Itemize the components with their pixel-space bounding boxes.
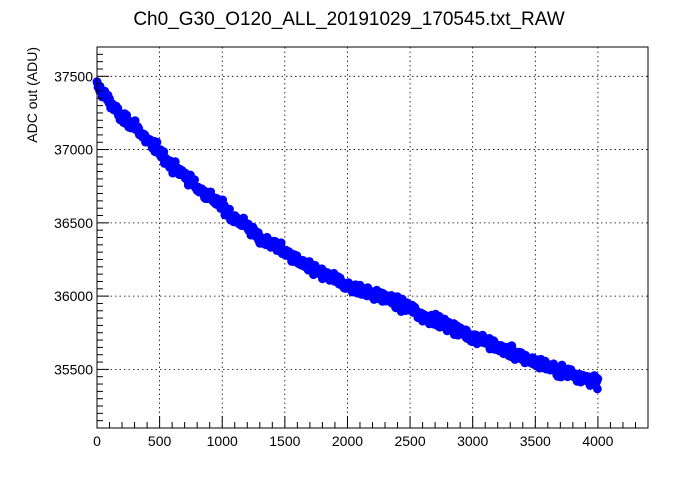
scatter-point [190,175,200,185]
x-tick-label: 0 [93,433,101,449]
y-tick-label: 37500 [54,68,93,84]
axis-ticks [96,46,649,428]
scatter-point [152,137,162,147]
y-tick-label: 35500 [54,361,93,377]
y-axis-label: ADC out (ADU) [24,47,40,143]
y-tick-label: 36500 [54,215,93,231]
x-tick-label: 2500 [394,433,425,449]
scatter-point [206,187,216,197]
x-tick-label: 1500 [269,433,300,449]
data-points [92,77,603,394]
x-tick-label: 3000 [457,433,488,449]
y-tick-label: 36000 [54,288,93,304]
x-tick-label: 3500 [520,433,551,449]
y-tick-label: 37000 [54,142,93,158]
scatter-point [276,238,286,248]
scatter-point [588,376,598,386]
x-tick-label: 500 [148,433,172,449]
x-tick-label: 1000 [207,433,238,449]
x-tick-label: 4000 [582,433,613,449]
tick-labels: 0 500 1000 1500 2000 2500 3000 3500 4000 35500 360… [54,68,614,449]
chart-title: Ch0_G30_O120_ALL_20191029_170545.txt_RAW [133,9,564,30]
x-tick-label: 2000 [332,433,363,449]
